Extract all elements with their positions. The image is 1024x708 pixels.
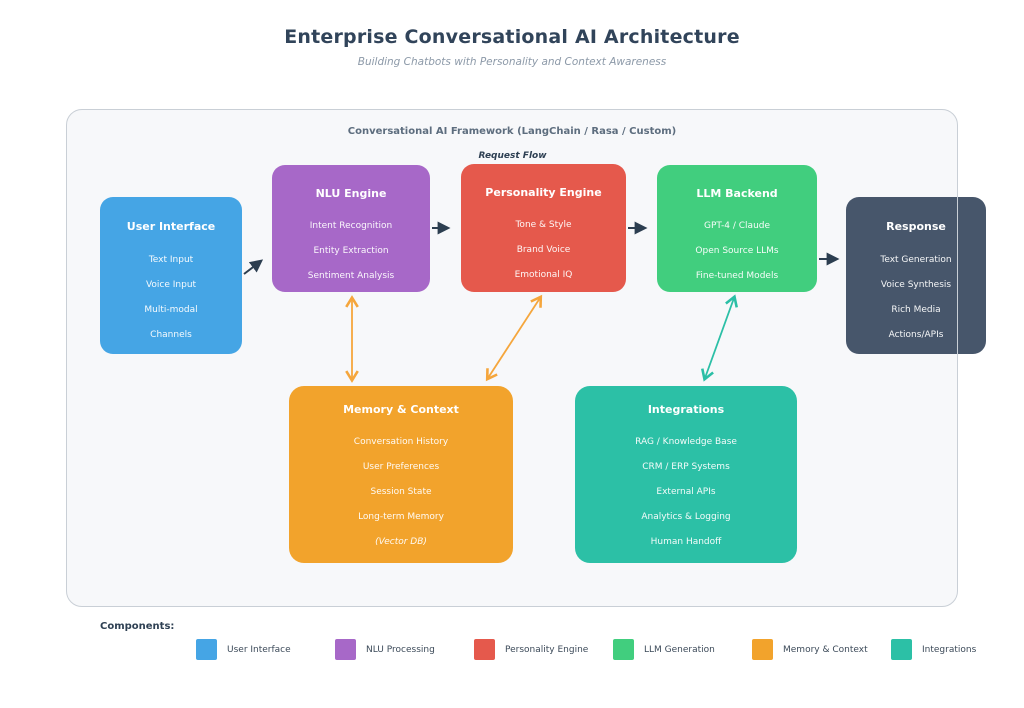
- node-item: Channels: [150, 330, 192, 340]
- legend-item-label: User Interface: [227, 644, 291, 655]
- node-items: Tone & Style Brand Voice Emotional IQ: [461, 219, 626, 281]
- node-title: NLU Engine: [315, 187, 387, 200]
- node-memory-context: Memory & Context Conversation History Use…: [289, 386, 513, 563]
- node-items: GPT-4 / Claude Open Source LLMs Fine-tuned…: [657, 220, 817, 282]
- node-user-interface: User Interface Text Input Voice Input Mult…: [100, 197, 242, 354]
- node-item: Tone & Style: [515, 220, 572, 230]
- node-item: Brand Voice: [516, 245, 571, 255]
- node-title: Response: [886, 220, 946, 233]
- node-items: Text Input Voice Input Multi-modal Channels: [100, 254, 242, 341]
- node-items: Conversation History User Preferences Sess…: [289, 436, 513, 548]
- request-flow-label: Request Flow: [478, 151, 547, 161]
- node-title: Personality Engine: [485, 186, 602, 199]
- legend-item: Integrations: [891, 639, 1024, 660]
- legend-item: NLU Processing: [335, 639, 474, 660]
- legend-color-swatch: [752, 639, 773, 660]
- node-item: Voice Synthesis: [880, 280, 952, 290]
- page-title: Enterprise Conversational AI Architectur…: [284, 26, 740, 48]
- node-nlu-engine: NLU Engine Intent Recognition Entity Extr…: [272, 165, 430, 292]
- node-item: Actions/APIs: [888, 330, 944, 340]
- node-item: User Preferences: [362, 462, 440, 472]
- node-item: Conversation History: [353, 437, 449, 447]
- page-subtitle: Building Chatbots with Personality and C…: [357, 56, 667, 68]
- node-title: Integrations: [647, 403, 725, 416]
- node-items: Intent Recognition Entity Extraction Senti…: [272, 220, 430, 282]
- node-item: Open Source LLMs: [695, 246, 779, 256]
- node-response: Response Text Generation Voice Synthesis R…: [846, 197, 986, 354]
- node-item: Entity Extraction: [313, 246, 389, 256]
- node-item: Multi-modal: [144, 305, 198, 315]
- node-title: Memory & Context: [343, 403, 459, 416]
- legend-color-swatch: [474, 639, 495, 660]
- node-item: Intent Recognition: [309, 221, 393, 231]
- legend-item: Personality Engine: [474, 639, 613, 660]
- node-item: Text Generation: [880, 255, 952, 265]
- legend: User Interface NLU Processing Personalit…: [196, 639, 1024, 660]
- node-item: Emotional IQ: [514, 270, 573, 280]
- node-item: Human Handoff: [650, 537, 722, 547]
- node-item: Long-term Memory: [358, 512, 444, 522]
- legend-item: LLM Generation: [613, 639, 752, 660]
- node-title: LLM Backend: [696, 187, 778, 200]
- legend-color-swatch: [613, 639, 634, 660]
- node-llm-backend: LLM Backend GPT-4 / Claude Open Source LL…: [657, 165, 817, 292]
- framework-label: Conversational AI Framework (LangChain /…: [347, 126, 677, 137]
- node-item: Analytics & Logging: [641, 512, 731, 522]
- legend-item-label: Integrations: [922, 644, 977, 655]
- node-items: RAG / Knowledge Base CRM / ERP Systems Ext…: [575, 436, 797, 548]
- node-items: Text Generation Voice Synthesis Rich Media…: [846, 254, 986, 341]
- legend-item: User Interface: [196, 639, 335, 660]
- node-item: Sentiment Analysis: [307, 271, 395, 281]
- legend-item: Memory & Context: [752, 639, 891, 660]
- node-item: CRM / ERP Systems: [642, 462, 730, 472]
- node-title: User Interface: [126, 220, 216, 233]
- legend-label: Components:: [100, 621, 175, 632]
- node-item: Text Input: [148, 255, 194, 265]
- node-item: Rich Media: [891, 305, 941, 315]
- legend-item-label: Memory & Context: [783, 644, 868, 655]
- node-personality-engine: Personality Engine Tone & Style Brand Voi…: [461, 164, 626, 292]
- legend-item-label: Personality Engine: [505, 644, 589, 655]
- node-item: GPT-4 / Claude: [703, 221, 771, 231]
- legend-item-label: LLM Generation: [644, 644, 715, 655]
- legend-color-swatch: [196, 639, 217, 660]
- legend-item-label: NLU Processing: [366, 644, 435, 655]
- node-item: External APIs: [656, 487, 716, 497]
- node-item: RAG / Knowledge Base: [635, 437, 737, 447]
- legend-color-swatch: [335, 639, 356, 660]
- node-item: Session State: [370, 487, 432, 497]
- node-item: Voice Input: [145, 280, 197, 290]
- legend-color-swatch: [891, 639, 912, 660]
- node-integrations: Integrations RAG / Knowledge Base CRM / E…: [575, 386, 797, 563]
- node-item: (Vector DB): [375, 537, 427, 547]
- node-item: Fine-tuned Models: [695, 271, 779, 281]
